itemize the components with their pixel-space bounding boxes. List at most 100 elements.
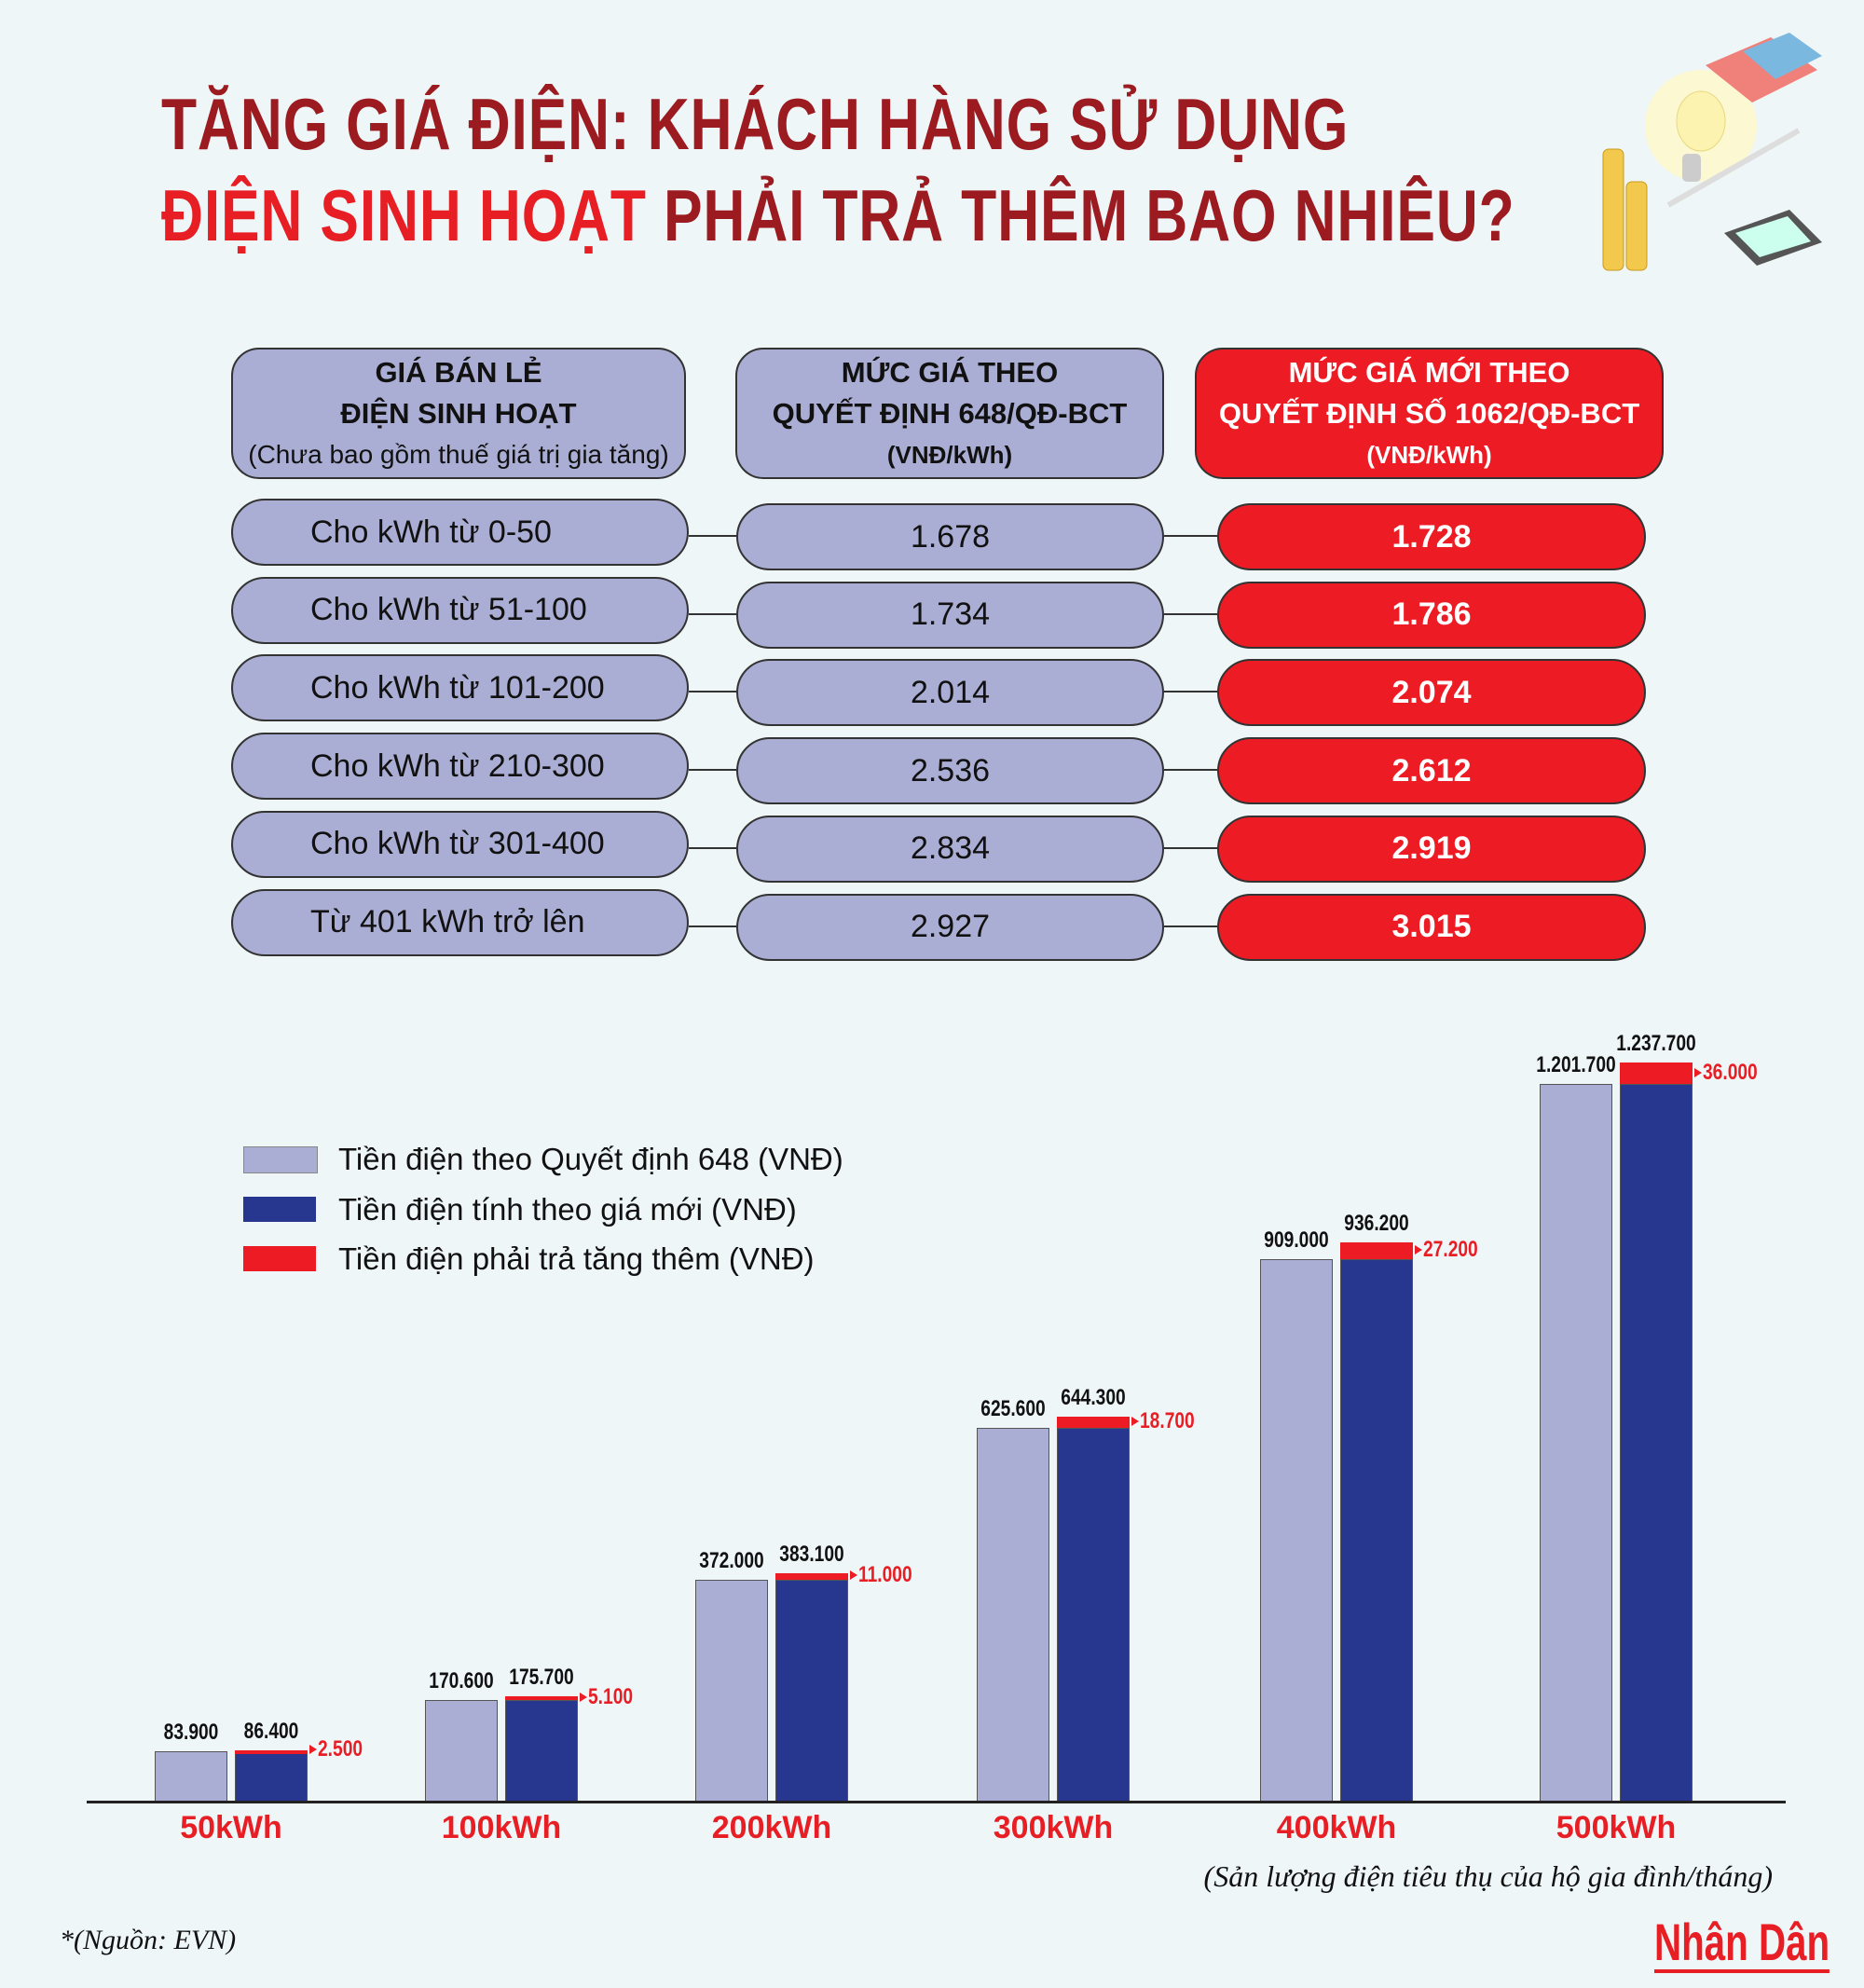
value-label-new: 1.237.700 [1616, 1031, 1696, 1056]
title-highlight: ĐIỆN SINH HOẠT [161, 174, 647, 256]
bar-new-50kWh [235, 1751, 308, 1802]
value-label-increase: 5.100 [588, 1684, 634, 1710]
title-line-2: ĐIỆN SINH HOẠT PHẢI TRẢ THÊM BAO NHIÊU? [161, 173, 1515, 258]
connector-line [1164, 612, 1217, 615]
header-old-unit: (VNĐ/kWh) [886, 440, 1013, 469]
value-label-new: 383.100 [779, 1541, 844, 1567]
tier-label: Cho kWh từ 301-400 [231, 810, 689, 878]
connector-line [689, 846, 736, 849]
connector-line [1164, 535, 1217, 537]
header-new-price: MỨC GIÁ MỚI THEO QUYẾT ĐỊNH SỐ 1062/QĐ-B… [1195, 348, 1664, 479]
header-new-unit: (VNĐ/kWh) [1366, 440, 1492, 469]
bar-old-100kWh [425, 1699, 498, 1802]
value-label-increase: 2.500 [318, 1736, 363, 1762]
connector-line [1164, 925, 1217, 927]
value-label-old: 909.000 [1264, 1227, 1329, 1253]
new-price-cell: 2.074 [1217, 659, 1646, 727]
legend-label-increase: Tiền điện phải trả tăng thêm (VNĐ) [338, 1241, 815, 1276]
bar-increase-300kWh [1057, 1417, 1130, 1429]
bar-old-300kWh [977, 1428, 1049, 1802]
bar-increase-400kWh [1340, 1242, 1413, 1259]
category-label: 50kWh [180, 1810, 282, 1845]
category-label: 500kWh [1556, 1810, 1677, 1845]
title-rest: PHẢI TRẢ THÊM BAO NHIÊU? [646, 174, 1515, 256]
increase-arrow-icon [1131, 1417, 1139, 1427]
category-label: 400kWh [1276, 1810, 1397, 1845]
bar-new-100kWh [505, 1699, 578, 1802]
new-price-cell: 1.786 [1217, 581, 1646, 649]
bar-new-500kWh [1620, 1084, 1693, 1802]
legend-swatch-old [243, 1146, 318, 1173]
legend-label-new: Tiền điện tính theo giá mới (VNĐ) [338, 1192, 797, 1227]
increase-arrow-icon [850, 1570, 857, 1581]
legend-swatch-new [243, 1197, 316, 1222]
new-price-cell: 1.728 [1217, 503, 1646, 570]
x-axis-label: (Sản lượng điện tiêu thụ của hộ gia đình… [1203, 1859, 1773, 1893]
bar-new-400kWh [1340, 1258, 1413, 1802]
increase-arrow-icon [309, 1745, 317, 1755]
tier-label: Cho kWh từ 101-200 [231, 654, 689, 722]
bar-old-400kWh [1260, 1258, 1333, 1802]
value-label-increase: 27.200 [1423, 1236, 1478, 1262]
connector-line [689, 691, 736, 693]
connector-line [689, 612, 736, 615]
new-price-cell: 2.612 [1217, 737, 1646, 805]
value-label-increase: 11.000 [858, 1562, 912, 1588]
value-label-new: 644.300 [1061, 1385, 1126, 1411]
old-price-cell: 2.014 [736, 659, 1164, 727]
connector-line [689, 769, 736, 772]
legend-swatch-increase [243, 1246, 316, 1271]
new-price-cell: 2.919 [1217, 815, 1646, 883]
x-axis-line [87, 1801, 1786, 1803]
bar-new-300kWh [1057, 1428, 1130, 1802]
header-old-line2: QUYẾT ĐỊNH 648/QĐ-BCT [772, 396, 1128, 430]
header-old-line1: MỨC GIÁ THEO [841, 355, 1059, 389]
connector-line [1164, 769, 1217, 772]
nhan-dan-logo: Nhân Dân [1654, 1913, 1830, 1973]
value-label-new: 86.400 [243, 1718, 299, 1744]
money-illustration-icon [1602, 33, 1822, 271]
old-price-cell: 1.678 [736, 503, 1164, 570]
header-tier-note: (Chưa bao gồm thuế giá trị gia tăng) [248, 439, 669, 469]
header-old-price: MỨC GIÁ THEO QUYẾT ĐỊNH 648/QĐ-BCT (VNĐ/… [735, 348, 1164, 479]
category-label: 100kWh [441, 1810, 562, 1845]
title-line-1: TĂNG GIÁ ĐIỆN: KHÁCH HÀNG SỬ DỤNG [161, 83, 1350, 165]
increase-arrow-icon [1415, 1244, 1422, 1254]
category-label: 200kWh [711, 1810, 832, 1845]
legend-label-old: Tiền điện theo Quyết định 648 (VNĐ) [338, 1142, 843, 1176]
header-new-line1: MỨC GIÁ MỚI THEO [1288, 355, 1570, 389]
bar-old-50kWh [155, 1751, 227, 1802]
connector-line [1164, 691, 1217, 693]
value-label-old: 170.600 [429, 1667, 494, 1693]
bar-old-200kWh [695, 1579, 768, 1802]
bar-increase-500kWh [1620, 1063, 1693, 1085]
bar-increase-50kWh [235, 1749, 308, 1754]
old-price-cell: 2.834 [736, 815, 1164, 883]
value-label-old: 372.000 [699, 1547, 764, 1573]
value-label-new: 936.200 [1344, 1211, 1409, 1237]
header-new-line2: QUYẾT ĐỊNH SỐ 1062/QĐ-BCT [1218, 396, 1640, 430]
header-tier-line2: ĐIỆN SINH HOẠT [340, 396, 577, 430]
new-price-cell: 3.015 [1217, 893, 1646, 961]
connector-line [689, 925, 736, 927]
value-label-new: 175.700 [509, 1665, 574, 1691]
value-label-old: 625.600 [980, 1396, 1046, 1422]
value-label-old: 83.900 [163, 1720, 219, 1746]
source-note: *(Nguồn: EVN) [60, 1925, 237, 1955]
tier-label: Cho kWh từ 210-300 [231, 733, 689, 801]
tier-label: Cho kWh từ 51-100 [231, 576, 689, 644]
tier-label: Cho kWh từ 0-50 [231, 499, 689, 566]
bar-increase-100kWh [505, 1696, 578, 1701]
bar-increase-200kWh [775, 1572, 848, 1580]
old-price-cell: 2.927 [736, 893, 1164, 961]
bar-new-200kWh [775, 1579, 848, 1802]
header-tier-line1: GIÁ BÁN LẺ [375, 355, 542, 389]
old-price-cell: 2.536 [736, 737, 1164, 805]
value-label-old: 1.201.700 [1536, 1052, 1616, 1078]
old-price-cell: 1.734 [736, 581, 1164, 649]
value-label-increase: 18.700 [1140, 1408, 1195, 1434]
increase-arrow-icon [1694, 1067, 1702, 1077]
bar-old-500kWh [1540, 1084, 1612, 1802]
increase-arrow-icon [580, 1693, 587, 1703]
category-label: 300kWh [993, 1810, 1114, 1845]
